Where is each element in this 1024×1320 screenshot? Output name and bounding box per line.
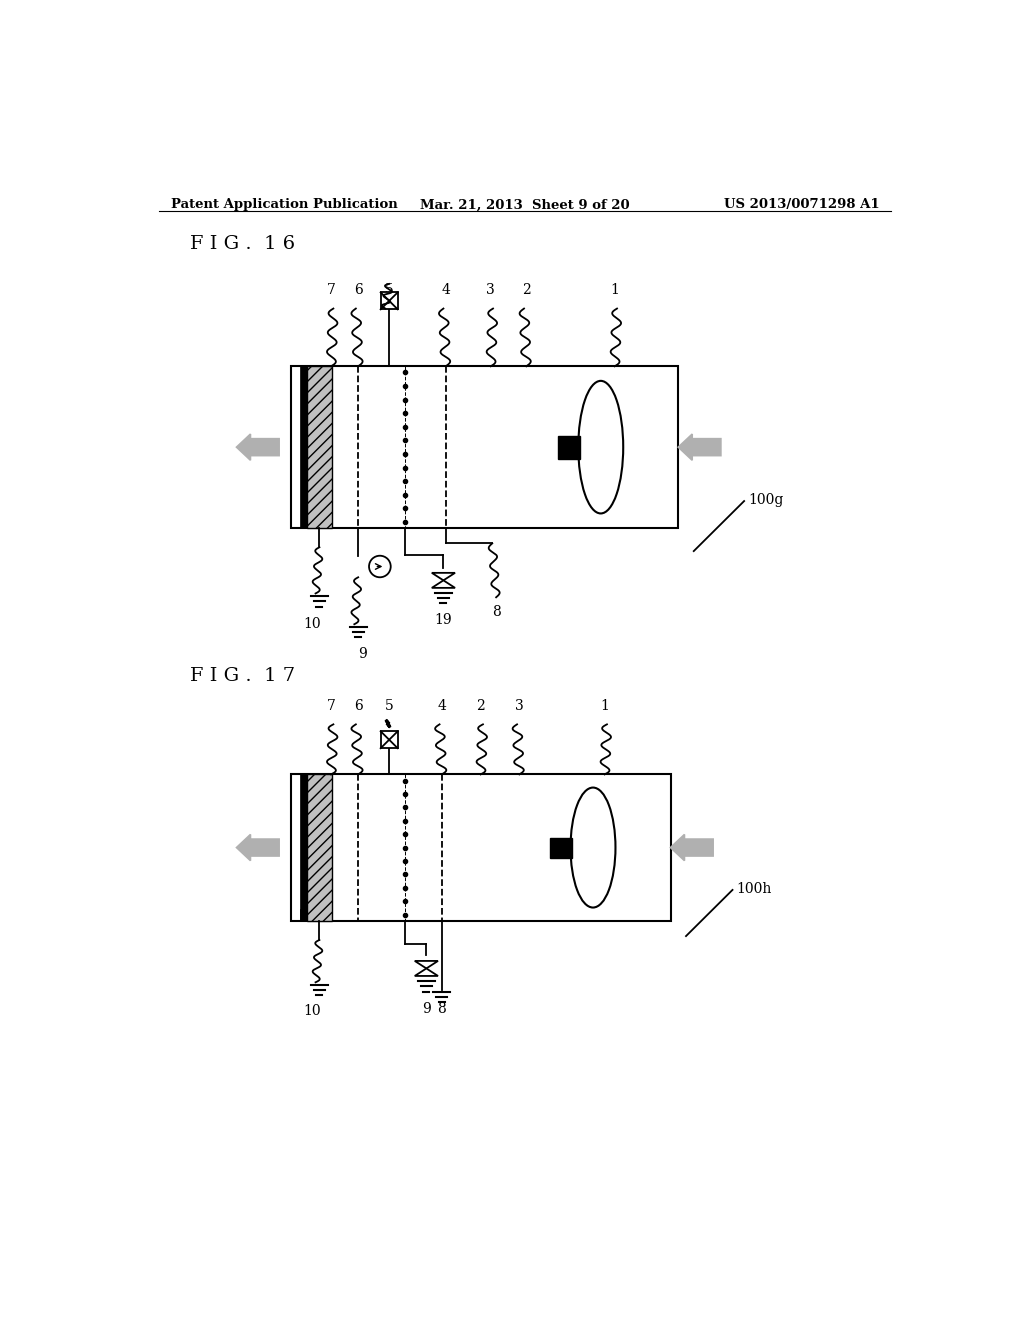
Polygon shape (432, 581, 455, 587)
FancyArrow shape (237, 434, 280, 461)
Text: Patent Application Publication: Patent Application Publication (171, 198, 397, 211)
Bar (291, 775, 671, 921)
Text: 8: 8 (492, 605, 501, 619)
Text: 10: 10 (303, 1003, 321, 1018)
Ellipse shape (570, 788, 615, 908)
Polygon shape (432, 573, 455, 581)
Bar (550, 837, 572, 858)
FancyArrow shape (678, 434, 721, 461)
Text: 2: 2 (476, 698, 485, 713)
Polygon shape (415, 969, 438, 975)
Text: 6: 6 (354, 282, 362, 297)
Text: 7: 7 (327, 282, 336, 297)
Text: 9: 9 (357, 647, 367, 661)
Text: 2: 2 (522, 282, 530, 297)
Text: 3: 3 (515, 698, 523, 713)
Text: F I G .  1 7: F I G . 1 7 (190, 667, 295, 685)
Text: F I G .  1 6: F I G . 1 6 (190, 235, 295, 253)
FancyArrow shape (237, 834, 280, 861)
Text: 100h: 100h (736, 882, 772, 896)
Bar (291, 367, 678, 528)
Text: 100g: 100g (748, 494, 783, 507)
Bar (300, 909, 307, 921)
Bar (381, 731, 397, 748)
Bar (307, 775, 332, 921)
Bar (300, 367, 307, 528)
Circle shape (369, 556, 391, 577)
Text: 5: 5 (385, 282, 393, 297)
Text: Mar. 21, 2013  Sheet 9 of 20: Mar. 21, 2013 Sheet 9 of 20 (420, 198, 630, 211)
Text: 7: 7 (327, 698, 336, 713)
Text: 6: 6 (354, 698, 362, 713)
Bar (300, 775, 307, 921)
Text: 9: 9 (422, 1002, 431, 1015)
Bar (558, 436, 580, 459)
Text: 5: 5 (385, 698, 393, 713)
Text: 1: 1 (600, 698, 609, 713)
Text: 8: 8 (437, 1002, 446, 1015)
Polygon shape (415, 961, 438, 969)
Bar (381, 293, 397, 309)
Text: 4: 4 (437, 698, 446, 713)
Ellipse shape (579, 381, 624, 513)
Text: 4: 4 (441, 282, 451, 297)
Text: 19: 19 (434, 612, 453, 627)
Text: 10: 10 (303, 616, 321, 631)
Text: US 2013/0071298 A1: US 2013/0071298 A1 (724, 198, 880, 211)
Bar (307, 367, 332, 528)
Text: 3: 3 (486, 282, 495, 297)
Text: 1: 1 (610, 282, 620, 297)
FancyArrow shape (671, 834, 713, 861)
